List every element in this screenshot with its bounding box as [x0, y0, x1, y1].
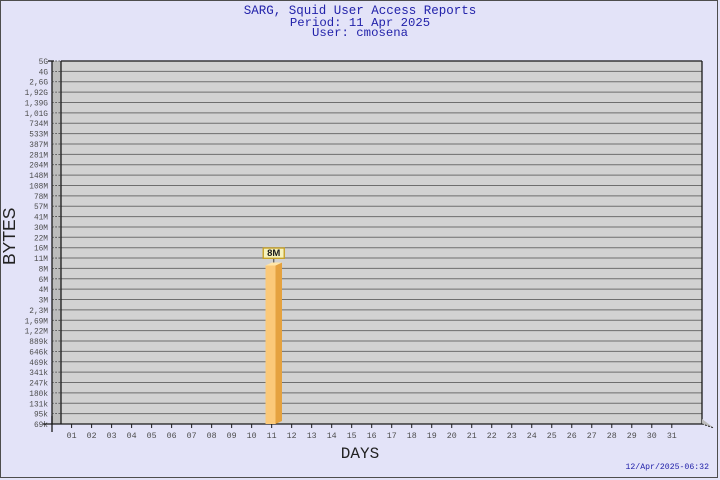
svg-text:533M: 533M: [29, 132, 48, 140]
svg-text:22M: 22M: [34, 235, 48, 243]
svg-text:17: 17: [387, 432, 397, 441]
svg-text:25: 25: [547, 432, 557, 441]
svg-text:95k: 95k: [34, 412, 48, 420]
svg-text:387M: 387M: [29, 142, 48, 150]
svg-text:20: 20: [447, 432, 457, 441]
svg-text:180k: 180k: [29, 391, 48, 399]
svg-text:09: 09: [227, 432, 237, 441]
svg-text:2,3M: 2,3M: [29, 308, 48, 316]
svg-text:4M: 4M: [39, 287, 49, 295]
svg-text:07: 07: [187, 432, 197, 441]
svg-text:148M: 148M: [29, 173, 48, 181]
svg-text:12: 12: [287, 432, 297, 441]
svg-text:14: 14: [327, 432, 337, 441]
svg-text:41M: 41M: [34, 215, 48, 223]
svg-text:4G: 4G: [39, 69, 49, 77]
svg-text:24: 24: [527, 432, 537, 441]
svg-text:28: 28: [607, 432, 617, 441]
svg-text:03: 03: [107, 432, 117, 441]
svg-text:2,6G: 2,6G: [29, 80, 48, 88]
svg-text:341k: 341k: [29, 370, 48, 378]
svg-text:8M: 8M: [39, 266, 49, 274]
svg-text:27: 27: [587, 432, 597, 441]
svg-text:69k: 69k: [34, 422, 48, 430]
svg-text:6M: 6M: [39, 277, 49, 285]
svg-text:889k: 889k: [29, 339, 48, 347]
svg-text:108M: 108M: [29, 183, 48, 191]
svg-text:734M: 734M: [29, 121, 48, 129]
svg-text:10: 10: [247, 432, 257, 441]
svg-text:23: 23: [507, 432, 517, 441]
svg-text:646k: 646k: [29, 349, 48, 357]
svg-text:469k: 469k: [29, 360, 48, 368]
svg-text:15: 15: [347, 432, 357, 441]
svg-text:06: 06: [167, 432, 177, 441]
svg-text:16M: 16M: [34, 246, 48, 254]
svg-text:78M: 78M: [34, 194, 48, 202]
svg-text:1,69M: 1,69M: [25, 318, 49, 326]
svg-text:BYTES: BYTES: [1, 208, 19, 265]
svg-text:5G: 5G: [39, 59, 49, 67]
svg-text:01: 01: [67, 432, 77, 441]
svg-text:13: 13: [307, 432, 317, 441]
svg-text:131k: 131k: [29, 401, 48, 409]
svg-text:21: 21: [467, 432, 477, 441]
svg-text:30: 30: [647, 432, 657, 441]
svg-text:02: 02: [87, 432, 97, 441]
svg-text:19: 19: [427, 432, 437, 441]
svg-text:18: 18: [407, 432, 417, 441]
svg-text:204M: 204M: [29, 163, 48, 171]
svg-text:16: 16: [367, 432, 377, 441]
svg-text:11: 11: [267, 432, 277, 441]
svg-text:04: 04: [127, 432, 137, 441]
svg-text:26: 26: [567, 432, 577, 441]
svg-text:1,39G: 1,39G: [25, 100, 49, 108]
svg-text:11M: 11M: [34, 256, 48, 264]
svg-text:3M: 3M: [39, 298, 49, 306]
svg-text:22: 22: [487, 432, 497, 441]
svg-text:57M: 57M: [34, 204, 48, 212]
svg-text:29: 29: [627, 432, 637, 441]
svg-text:08: 08: [207, 432, 217, 441]
svg-text:8M: 8M: [267, 248, 280, 259]
svg-text:05: 05: [147, 432, 157, 441]
svg-text:31: 31: [667, 432, 677, 441]
svg-text:247k: 247k: [29, 381, 48, 389]
svg-text:281M: 281M: [29, 152, 48, 160]
svg-text:1,22M: 1,22M: [25, 329, 49, 337]
svg-text:1,92G: 1,92G: [25, 90, 49, 98]
svg-text:1,01G: 1,01G: [25, 111, 49, 119]
svg-text:30M: 30M: [34, 225, 48, 233]
